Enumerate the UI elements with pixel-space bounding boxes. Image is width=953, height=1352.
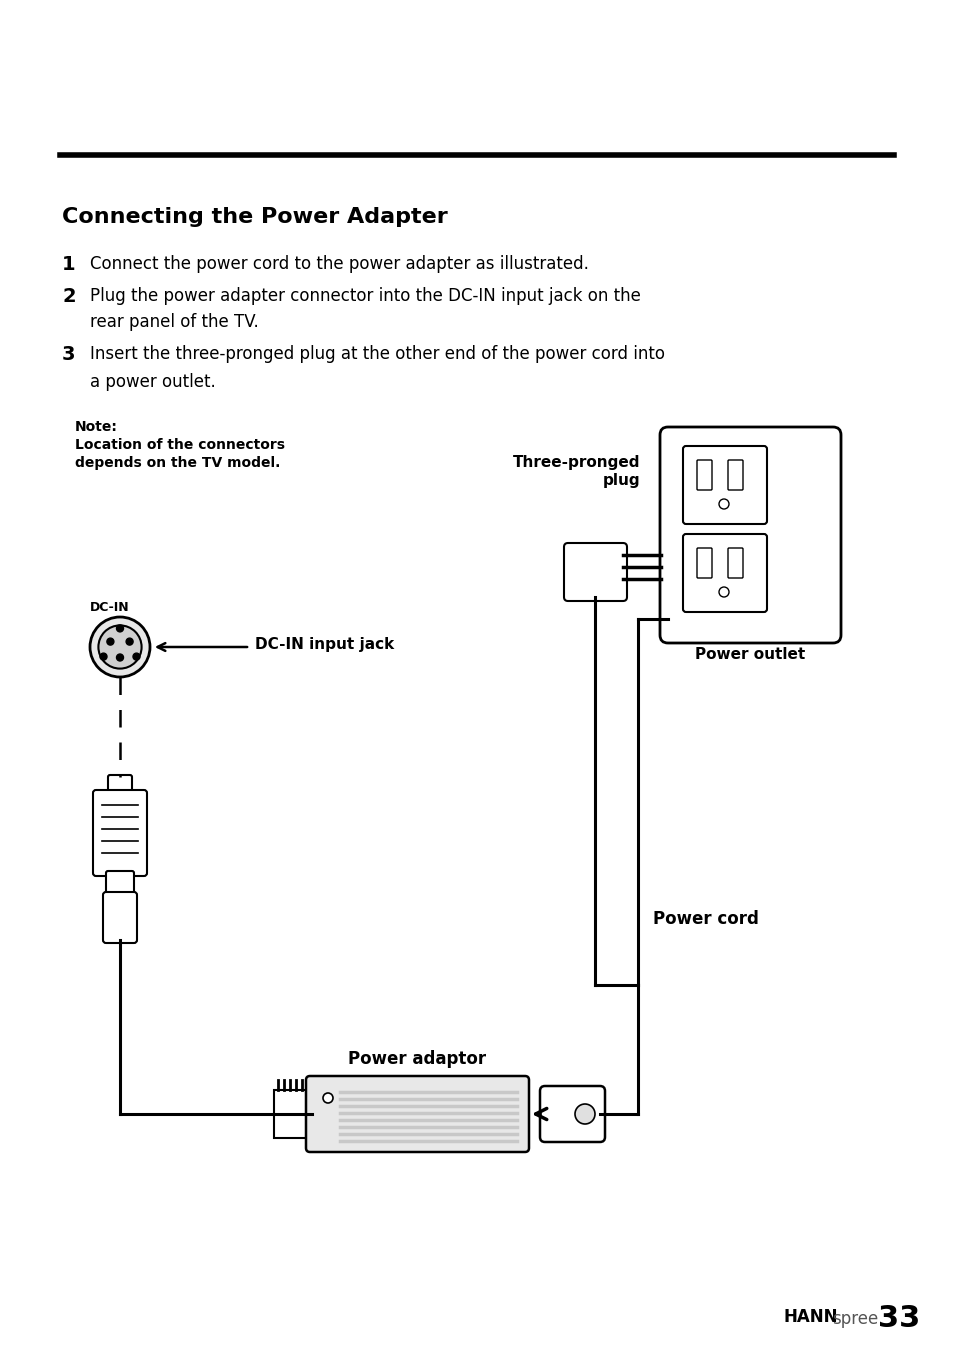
Text: depends on the TV model.: depends on the TV model. <box>75 456 280 470</box>
FancyBboxPatch shape <box>103 892 137 942</box>
FancyBboxPatch shape <box>697 460 711 489</box>
Text: 1: 1 <box>62 256 75 274</box>
Text: Connecting the Power Adapter: Connecting the Power Adapter <box>62 207 447 227</box>
Text: Insert the three-pronged plug at the other end of the power cord into: Insert the three-pronged plug at the oth… <box>90 345 664 362</box>
Circle shape <box>126 638 133 645</box>
Text: a power outlet.: a power outlet. <box>90 373 215 391</box>
Text: 2: 2 <box>62 287 75 306</box>
FancyBboxPatch shape <box>539 1086 604 1142</box>
Circle shape <box>132 653 140 660</box>
Circle shape <box>719 499 728 508</box>
Text: Connect the power cord to the power adapter as illustrated.: Connect the power cord to the power adap… <box>90 256 588 273</box>
FancyBboxPatch shape <box>92 790 147 876</box>
FancyBboxPatch shape <box>697 548 711 579</box>
Text: 33: 33 <box>877 1303 920 1333</box>
Text: plug: plug <box>601 473 639 488</box>
FancyBboxPatch shape <box>727 548 742 579</box>
Circle shape <box>575 1105 595 1124</box>
FancyBboxPatch shape <box>727 460 742 489</box>
Text: Location of the connectors: Location of the connectors <box>75 438 285 452</box>
Text: spree: spree <box>831 1310 878 1328</box>
FancyBboxPatch shape <box>659 427 841 644</box>
Bar <box>274 1090 312 1138</box>
Circle shape <box>107 638 113 645</box>
FancyBboxPatch shape <box>563 544 626 602</box>
FancyBboxPatch shape <box>106 871 133 896</box>
Circle shape <box>719 587 728 598</box>
Text: HANN: HANN <box>783 1307 838 1326</box>
Text: Power adaptor: Power adaptor <box>348 1051 486 1068</box>
FancyBboxPatch shape <box>682 446 766 525</box>
Circle shape <box>100 653 107 660</box>
Text: Power cord: Power cord <box>652 910 758 927</box>
Text: 3: 3 <box>62 345 75 364</box>
Circle shape <box>98 626 141 669</box>
Text: DC-IN: DC-IN <box>90 602 130 614</box>
Circle shape <box>323 1092 333 1103</box>
FancyBboxPatch shape <box>108 775 132 795</box>
Circle shape <box>116 654 123 661</box>
Text: Plug the power adapter connector into the DC-IN input jack on the: Plug the power adapter connector into th… <box>90 287 640 306</box>
Text: DC-IN input jack: DC-IN input jack <box>254 637 394 652</box>
FancyBboxPatch shape <box>306 1076 529 1152</box>
FancyBboxPatch shape <box>682 534 766 612</box>
Circle shape <box>116 625 123 631</box>
Text: Power outlet: Power outlet <box>695 648 804 662</box>
Text: Three-pronged: Three-pronged <box>512 456 639 470</box>
Text: rear panel of the TV.: rear panel of the TV. <box>90 314 258 331</box>
Circle shape <box>90 617 150 677</box>
Text: Note:: Note: <box>75 420 118 434</box>
